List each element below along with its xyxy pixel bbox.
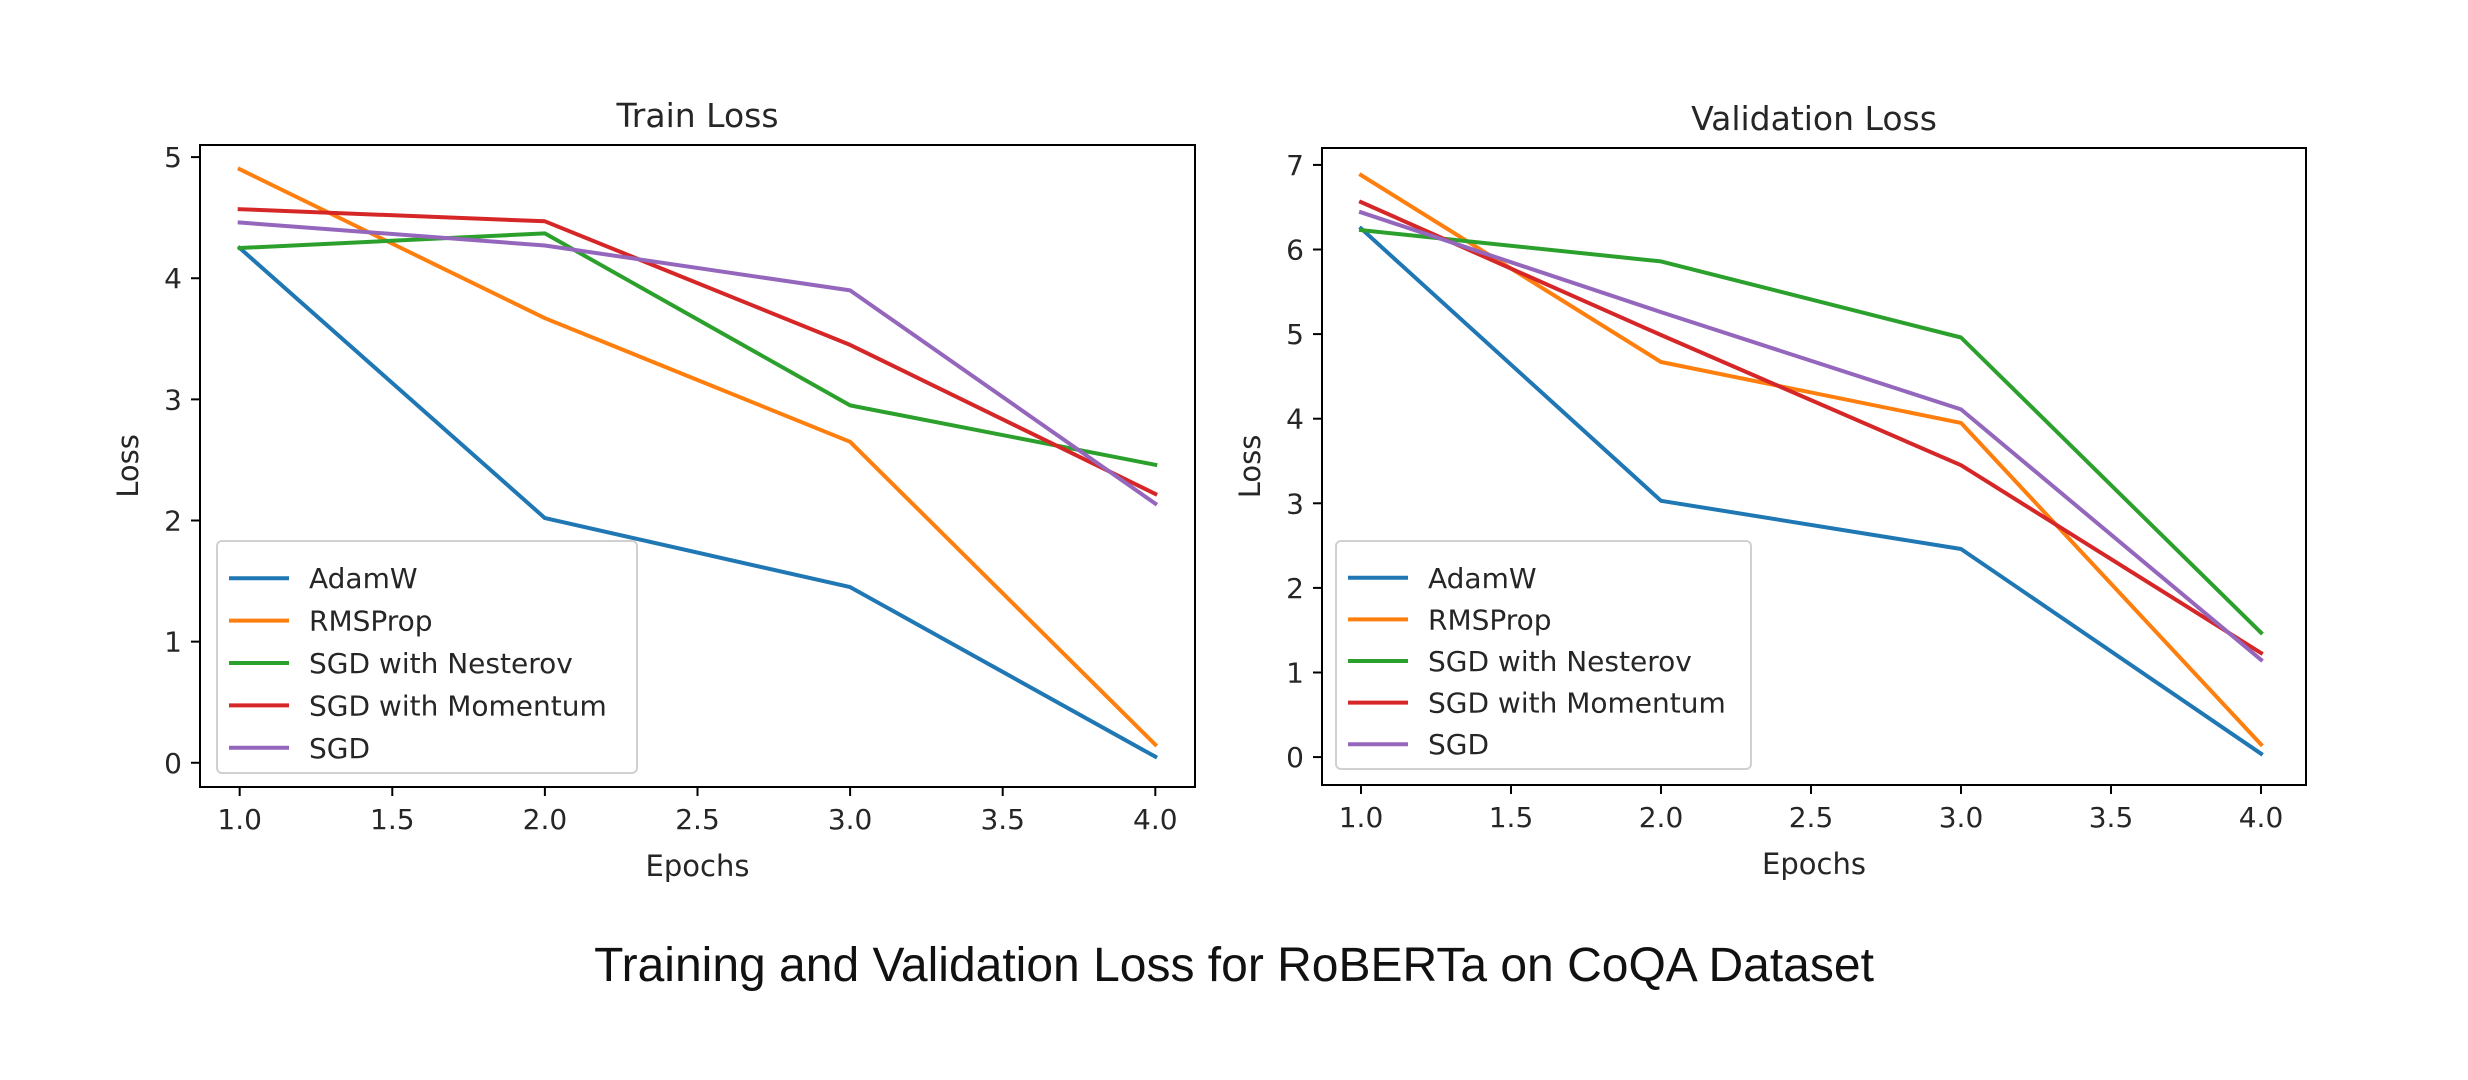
y-tick-label: 7: [1286, 149, 1304, 182]
series-line-sgd-with-nesterov: [237, 231, 1158, 468]
y-tick-label: 0: [164, 747, 182, 780]
y-axis-label: Loss: [1233, 435, 1267, 499]
figure-caption: Training and Validation Loss for RoBERTa…: [594, 939, 1874, 992]
legend-label-sgd-with-momentum: SGD with Momentum: [1428, 687, 1726, 720]
legend-label-adamw: AdamW: [1428, 562, 1537, 595]
legend-box: [216, 540, 638, 774]
x-tick-label: 4.0: [1133, 803, 1178, 836]
legend-label-sgd-with-nesterov: SGD with Nesterov: [309, 647, 573, 680]
x-tick-label: 3.5: [980, 803, 1025, 836]
x-tick-label: 3.0: [1939, 801, 1984, 834]
y-tick-label: 2: [164, 505, 182, 538]
series-line-sgd: [237, 220, 1159, 507]
x-tick-label: 1.0: [1339, 801, 1384, 834]
y-tick-label: 3: [1286, 487, 1304, 520]
chart-title: Validation Loss: [1691, 99, 1937, 138]
y-axis-label: Loss: [111, 434, 145, 498]
validation-loss-chart: Validation Loss 1.0 1.5 2.0 2.5 3.0 3.5 4.0 0 1 2 3…: [1233, 99, 2307, 881]
legend-label-sgd: SGD: [309, 732, 370, 765]
y-tick-label: 1: [164, 626, 182, 659]
y-tick-label: 4: [1286, 403, 1304, 436]
series-line-adamw: [1358, 225, 2264, 757]
series-line-rmsprop: [237, 166, 1159, 748]
y-tick-label: 5: [1286, 318, 1304, 351]
y-tick-label: 1: [1286, 656, 1304, 689]
x-tick-label: 4.0: [2239, 801, 2284, 834]
x-tick-label: 2.5: [675, 803, 720, 836]
chart-title: Train Loss: [615, 96, 778, 135]
legend-label-sgd-with-nesterov: SGD with Nesterov: [1428, 645, 1692, 678]
y-tick-label: 5: [164, 141, 182, 174]
x-tick-label: 3.5: [2089, 801, 2134, 834]
x-tick-label: 2.5: [1789, 801, 1834, 834]
series-line-sgd-with-nesterov: [1358, 227, 2264, 636]
legend-label-rmsprop: RMSProp: [309, 605, 433, 638]
series-line-sgd-with-momentum: [237, 207, 1158, 497]
series-line-adamw: [236, 245, 1159, 760]
x-tick-label: 2.0: [1639, 801, 1684, 834]
x-tick-label: 1.5: [1489, 801, 1534, 834]
y-tick-label: 6: [1286, 234, 1304, 267]
legend-label-adamw: AdamW: [309, 562, 418, 595]
x-tick-label: 3.0: [828, 803, 873, 836]
legend-box: [1335, 540, 1752, 770]
y-tick-label: 2: [1286, 572, 1304, 605]
y-tick-label: 3: [164, 383, 182, 416]
x-tick-label: 1.5: [370, 803, 415, 836]
legend-label-sgd: SGD: [1428, 728, 1489, 761]
x-axis-label: Epochs: [1762, 847, 1866, 881]
legend-label-rmsprop: RMSProp: [1428, 603, 1552, 636]
x-axis-label: Epochs: [646, 849, 750, 883]
series-line-sgd-with-momentum: [1358, 199, 2264, 656]
train-loss-chart: Train Loss 1.0 1.5 2.0 2.5 3.0 3.5 4.0 0 1 2 3 4 5 Epo…: [111, 96, 1196, 883]
y-tick-label: 0: [1286, 741, 1304, 774]
y-tick-label: 4: [164, 262, 182, 295]
x-tick-label: 1.0: [217, 803, 262, 836]
legend-label-sgd-with-momentum: SGD with Momentum: [309, 689, 607, 722]
x-tick-label: 2.0: [523, 803, 568, 836]
series-line-sgd: [1358, 209, 2264, 663]
